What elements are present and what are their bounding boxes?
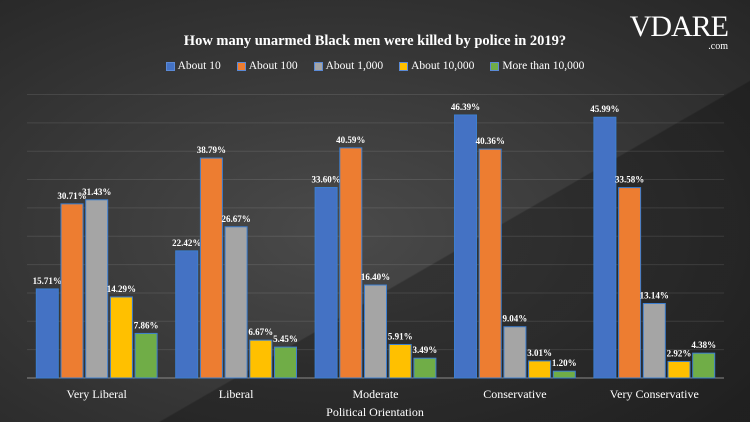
bar bbox=[109, 296, 133, 379]
bar bbox=[249, 339, 273, 379]
data-label: 6.67% bbox=[248, 327, 273, 337]
bar bbox=[134, 332, 158, 379]
legend-label: About 10 bbox=[177, 60, 221, 72]
bar bbox=[60, 203, 84, 379]
bar bbox=[593, 116, 617, 379]
data-label: 4.38% bbox=[691, 340, 716, 350]
x-tick-label: Moderate bbox=[353, 387, 399, 401]
legend-item: About 1,000 bbox=[313, 60, 384, 72]
data-label: 38.79% bbox=[197, 145, 226, 155]
legend-swatch bbox=[313, 61, 323, 71]
data-label: 5.45% bbox=[273, 334, 298, 344]
data-label: 31.43% bbox=[82, 187, 111, 197]
data-label: 22.42% bbox=[172, 238, 201, 248]
logo-suffix: .com bbox=[708, 41, 728, 52]
bar bbox=[454, 114, 477, 379]
legend-swatch bbox=[236, 61, 246, 71]
data-label: 5.91% bbox=[388, 331, 413, 341]
logo-text: VDARE bbox=[629, 10, 729, 43]
data-label: 30.71% bbox=[57, 191, 86, 201]
bar bbox=[618, 187, 642, 379]
legend-swatch bbox=[399, 61, 409, 71]
data-label: 33.58% bbox=[615, 175, 644, 185]
bar bbox=[314, 186, 338, 379]
data-label: 13.14% bbox=[640, 290, 669, 300]
x-axis-title: Political Orientation bbox=[326, 405, 424, 419]
bar bbox=[364, 284, 387, 379]
bar bbox=[35, 288, 59, 379]
legend-item: About 100 bbox=[236, 60, 298, 72]
data-label: 3.49% bbox=[413, 345, 438, 355]
legend-label: About 1,000 bbox=[325, 60, 384, 72]
bar bbox=[413, 357, 437, 379]
data-label: 1.20% bbox=[552, 358, 577, 368]
bar bbox=[274, 346, 297, 379]
legend-swatch bbox=[490, 61, 500, 71]
bar bbox=[199, 157, 223, 379]
data-label: 3.01% bbox=[527, 348, 552, 358]
data-label: 46.39% bbox=[451, 102, 480, 112]
legend-swatch bbox=[165, 61, 175, 71]
bar bbox=[339, 147, 363, 379]
bar bbox=[692, 352, 716, 379]
vdare-logo: VDARE .com bbox=[629, 10, 729, 52]
data-label: 26.67% bbox=[221, 214, 250, 224]
data-label: 33.60% bbox=[311, 174, 340, 184]
x-tick-label: Liberal bbox=[219, 387, 254, 401]
bar bbox=[552, 370, 576, 379]
data-label: 7.86% bbox=[134, 320, 159, 330]
legend-item: About 10,000 bbox=[399, 60, 474, 72]
bar bbox=[175, 250, 199, 379]
bar bbox=[224, 226, 248, 379]
data-label: 2.92% bbox=[667, 348, 692, 358]
data-label: 40.36% bbox=[476, 136, 505, 146]
x-tick-label: Very Conservative bbox=[610, 387, 699, 401]
chart-title: How many unarmed Black men were killed b… bbox=[183, 33, 567, 49]
data-label: 16.40% bbox=[361, 272, 390, 282]
bar bbox=[388, 343, 412, 379]
legend-item: More than 10,000 bbox=[490, 60, 584, 72]
legend-item: About 10 bbox=[165, 60, 221, 72]
data-label: 14.29% bbox=[107, 284, 136, 294]
bar bbox=[478, 148, 502, 379]
data-label: 40.59% bbox=[336, 135, 365, 145]
bar bbox=[85, 199, 109, 379]
x-tick-label: Very Liberal bbox=[67, 387, 128, 401]
data-label: 45.99% bbox=[590, 104, 619, 114]
bar bbox=[667, 360, 691, 379]
data-label: 9.04% bbox=[503, 314, 528, 324]
bar bbox=[503, 326, 527, 379]
legend-label: About 100 bbox=[248, 60, 298, 72]
bar bbox=[528, 360, 552, 379]
data-label: 15.71% bbox=[33, 276, 62, 286]
x-tick-label: Conservative bbox=[483, 387, 546, 401]
legend-label: More than 10,000 bbox=[502, 60, 585, 72]
legend-label: About 10,000 bbox=[411, 60, 475, 72]
legend: About 10 About 100 About 1,000 About 10,000… bbox=[0, 60, 750, 72]
bar bbox=[642, 302, 666, 379]
